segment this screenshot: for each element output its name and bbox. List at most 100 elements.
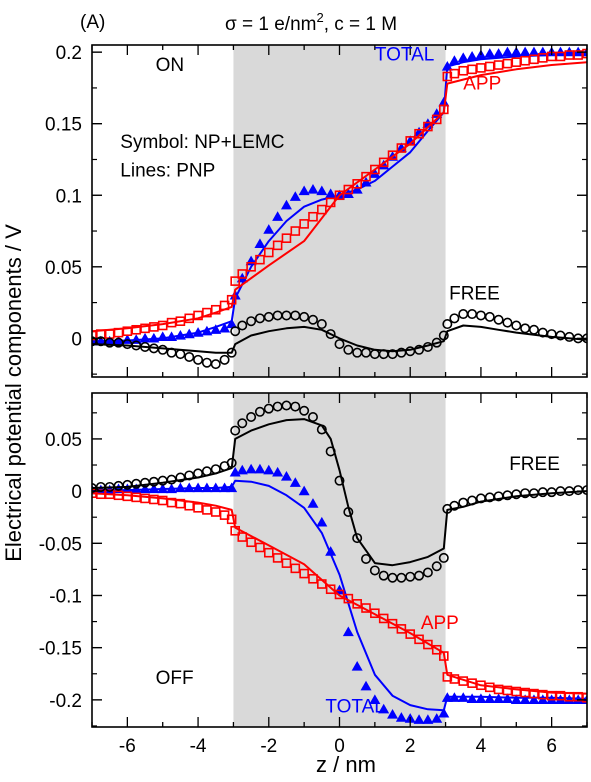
- bottom-free-np-lemc-point: [175, 472, 186, 483]
- bottom-total-np-lemc-point: [387, 708, 399, 719]
- top-free-np-lemc-point: [502, 317, 513, 328]
- bottom-app-np-lemc-point: [458, 676, 469, 686]
- bottom-free-np-lemc-point: [431, 561, 442, 572]
- top-app-np-lemc-point: [458, 65, 469, 76]
- bottom-free-np-lemc-point: [254, 406, 265, 417]
- bottom-total-np-lemc-point: [422, 714, 434, 724]
- bottom-app-np-lemc-point: [281, 558, 292, 568]
- top-free-np-lemc-point: [484, 311, 495, 322]
- bottom-xtick-label: 4: [476, 736, 487, 757]
- top-shaded-region: [233, 45, 446, 377]
- panel-letter: (A): [80, 12, 105, 33]
- bottom-app-np-lemc-point: [387, 618, 398, 629]
- bottom-app-np-lemc-point: [246, 537, 256, 548]
- top-free-np-lemc-point: [316, 319, 327, 330]
- bottom-annotation-app: APP: [421, 613, 459, 634]
- bottom-total-np-lemc-point: [139, 483, 151, 494]
- bottom-free-np-lemc-point: [449, 500, 460, 511]
- top-free-np-lemc-point: [564, 331, 575, 342]
- bottom-total-np-lemc-point: [475, 693, 487, 703]
- bottom-app-np-lemc-point: [484, 682, 495, 693]
- bottom-total-np-lemc-point: [457, 692, 469, 702]
- bottom-free-np-lemc-point: [414, 570, 425, 581]
- bottom-total-np-lemc-point: [307, 498, 319, 508]
- top-app-np-lemc-point: [564, 50, 575, 60]
- top-free-np-lemc-point: [343, 344, 354, 355]
- top-app-np-lemc-point: [352, 179, 362, 189]
- top-app-np-lemc-point: [290, 226, 301, 236]
- bottom-free-np-lemc-point: [334, 475, 345, 486]
- bottom-app-np-lemc-point: [308, 573, 318, 584]
- top-free-np-lemc-point: [175, 349, 186, 360]
- top-app-np-lemc-point: [149, 322, 159, 332]
- top-free-np-lemc-point: [442, 319, 453, 330]
- top-app-np-lemc-point: [529, 54, 539, 65]
- bottom-free-np-lemc-point: [201, 466, 212, 477]
- top-total-np-lemc-point: [201, 325, 213, 336]
- top-total-np-lemc-point: [441, 60, 453, 71]
- bottom-app-np-lemc-point: [175, 498, 186, 509]
- bottom-app-np-lemc-point: [343, 593, 354, 604]
- bottom-app-np-lemc-point: [538, 689, 548, 700]
- top-app-np-lemc-point: [237, 269, 248, 279]
- bottom-app-np-lemc-point: [582, 692, 587, 703]
- top-annotation-total: TOTAL: [375, 45, 434, 66]
- bottom-total-np-lemc-point: [280, 471, 292, 481]
- bottom-free-np-lemc-point: [226, 457, 237, 468]
- top-total-np-lemc-point: [254, 238, 266, 249]
- top-app-np-lemc-point: [449, 68, 460, 79]
- top-app-np-lemc-point: [210, 304, 221, 315]
- bottom-free-np-lemc-point: [193, 468, 204, 479]
- top-free-np-lemc-point: [458, 309, 469, 320]
- bottom-free-np-lemc-point: [184, 470, 195, 481]
- top-annotation-lines-pnp: Lines: PNP: [120, 161, 215, 182]
- bottom-total-np-lemc-point: [210, 482, 222, 493]
- bottom-total-np-lemc-point: [298, 485, 310, 496]
- bottom-app-np-lemc-point: [317, 579, 327, 589]
- bottom-total-np-lemc-point: [395, 712, 407, 722]
- bottom-app-np-lemc-point: [414, 634, 424, 645]
- top-total-np-lemc-point: [493, 48, 505, 58]
- bottom-total-np-lemc-point: [148, 483, 160, 494]
- bottom-free-np-lemc-point: [246, 412, 257, 423]
- bottom-app-np-lemc-point: [210, 507, 221, 517]
- top-total-np-lemc-point: [448, 55, 460, 65]
- bottom-app-np-lemc-point: [255, 542, 265, 553]
- bottom-app-np-lemc-point: [226, 514, 237, 525]
- top-app-np-lemc-point: [370, 164, 380, 175]
- bottom-free-np-lemc-point: [299, 405, 310, 416]
- top-free-np-lemc-point: [334, 339, 345, 350]
- top-total-np-lemc-point: [307, 184, 319, 194]
- bottom-ytick-label: -0.15: [39, 639, 82, 660]
- bottom-ytick-label: -0.1: [49, 586, 82, 607]
- bottom-app-np-lemc-point: [290, 563, 301, 574]
- bottom-total-np-lemc-point: [510, 694, 522, 704]
- top-app-np-lemc-point: [230, 276, 240, 286]
- bottom-total-np-lemc-point: [157, 483, 169, 494]
- top-app-np-lemc-point: [439, 104, 449, 115]
- top-free-np-lemc-point: [237, 320, 248, 331]
- bottom-app-np-lemc-point: [230, 525, 240, 536]
- bottom-app-np-lemc-point: [157, 495, 168, 506]
- bottom-total-np-lemc-point: [289, 477, 301, 487]
- bottom-app-np-lemc-point: [263, 547, 274, 558]
- top-free-np-lemc-point: [246, 316, 257, 327]
- top-app-np-lemc-point: [573, 50, 583, 60]
- bottom-app-np-lemc-point: [370, 608, 380, 619]
- top-free-np-lemc-point: [201, 357, 212, 368]
- bottom-total-np-lemc-point: [441, 692, 453, 702]
- top-total-np-lemc-point: [263, 224, 275, 234]
- top-free-np-lemc-point: [493, 314, 504, 325]
- bottom-xtick-label: -2: [260, 736, 277, 757]
- top-ytick-label: 0: [71, 329, 82, 350]
- top-app-np-lemc-point: [378, 157, 389, 168]
- top-app-np-lemc-point: [246, 262, 256, 272]
- bottom-total-np-lemc-point: [183, 482, 195, 493]
- top-app-np-lemc-point: [272, 240, 283, 251]
- bottom-ytick-label: -0.05: [39, 534, 82, 555]
- top-free-np-lemc-point: [431, 337, 442, 348]
- top-total-np-lemc-point: [316, 185, 328, 196]
- top-annotation-app: APP: [463, 73, 501, 94]
- top-free-np-lemc-point: [475, 310, 486, 321]
- bottom-app-np-lemc-point: [122, 491, 133, 502]
